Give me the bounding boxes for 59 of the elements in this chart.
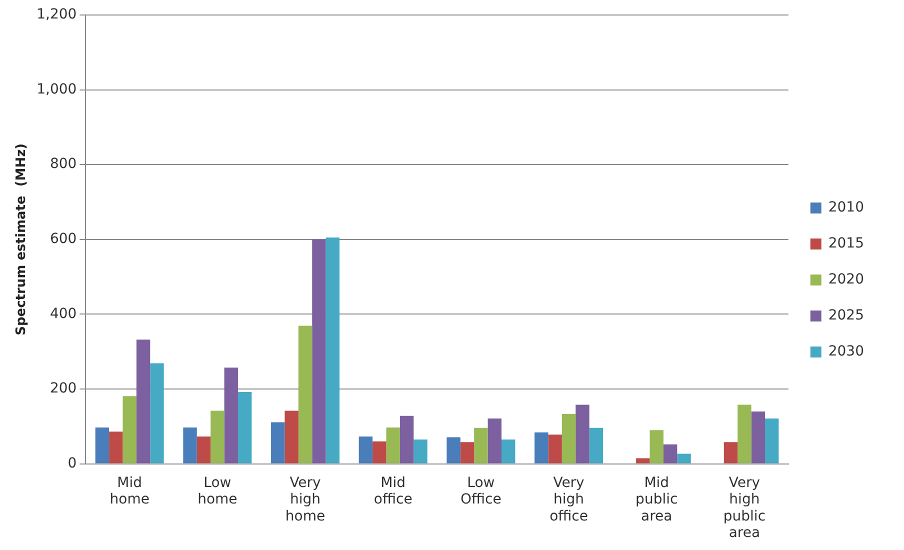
bar bbox=[677, 454, 691, 464]
x-tick-label: Low home bbox=[198, 474, 238, 508]
legend-label: 2025 bbox=[828, 308, 864, 324]
bar bbox=[650, 430, 664, 464]
x-tick-label: Mid office bbox=[374, 474, 412, 508]
bar bbox=[562, 414, 576, 464]
x-tick-label: Mid home bbox=[110, 474, 150, 508]
x-tick-label: Very high office bbox=[550, 474, 588, 524]
x-tick-label: Very high home bbox=[285, 474, 326, 524]
bar bbox=[95, 428, 110, 464]
bar bbox=[400, 416, 414, 464]
bar bbox=[372, 441, 386, 464]
bar bbox=[136, 340, 150, 464]
bar bbox=[271, 422, 285, 464]
bar bbox=[284, 410, 298, 464]
bar bbox=[548, 434, 562, 464]
y-axis-title: Spectrum estimate (MHz) bbox=[14, 143, 30, 336]
bar bbox=[663, 444, 678, 464]
bar bbox=[196, 436, 211, 464]
x-tick-label: Mid public area bbox=[636, 474, 678, 524]
bar bbox=[238, 392, 252, 464]
bar bbox=[636, 458, 650, 464]
bar bbox=[751, 411, 766, 464]
legend-label: 2020 bbox=[828, 272, 864, 288]
y-tick-label: 200 bbox=[50, 380, 77, 397]
bar bbox=[183, 428, 197, 464]
bar bbox=[724, 442, 738, 464]
bar bbox=[414, 439, 428, 464]
bar bbox=[109, 432, 123, 464]
bar bbox=[765, 418, 779, 464]
bar bbox=[576, 404, 590, 464]
bar bbox=[150, 363, 164, 464]
y-tick-label: 1,200 bbox=[36, 6, 77, 23]
bar bbox=[589, 428, 604, 464]
y-tick-label: 0 bbox=[68, 455, 77, 472]
bar bbox=[224, 368, 238, 464]
bar bbox=[358, 436, 373, 464]
bar bbox=[501, 439, 516, 464]
bar bbox=[312, 239, 326, 464]
bar bbox=[474, 428, 488, 464]
bar bbox=[298, 326, 312, 464]
y-tick-label: 400 bbox=[50, 306, 77, 322]
bar bbox=[122, 396, 136, 464]
y-tick-label: 600 bbox=[50, 231, 77, 248]
bar bbox=[460, 442, 474, 464]
bar bbox=[534, 432, 548, 464]
bar bbox=[210, 410, 224, 464]
legend-label: 2015 bbox=[828, 236, 864, 252]
x-tick-label: Very high public area bbox=[723, 474, 766, 542]
legend-label: 2030 bbox=[828, 344, 864, 360]
bar bbox=[326, 238, 340, 464]
bar bbox=[446, 437, 460, 464]
bar bbox=[488, 418, 502, 464]
bar bbox=[386, 428, 400, 464]
legend-label: 2010 bbox=[828, 200, 864, 216]
bar bbox=[738, 404, 752, 464]
y-tick-label: 1,000 bbox=[36, 81, 77, 98]
x-tick-label: Low Office bbox=[460, 474, 502, 508]
y-tick-label: 800 bbox=[50, 156, 77, 172]
